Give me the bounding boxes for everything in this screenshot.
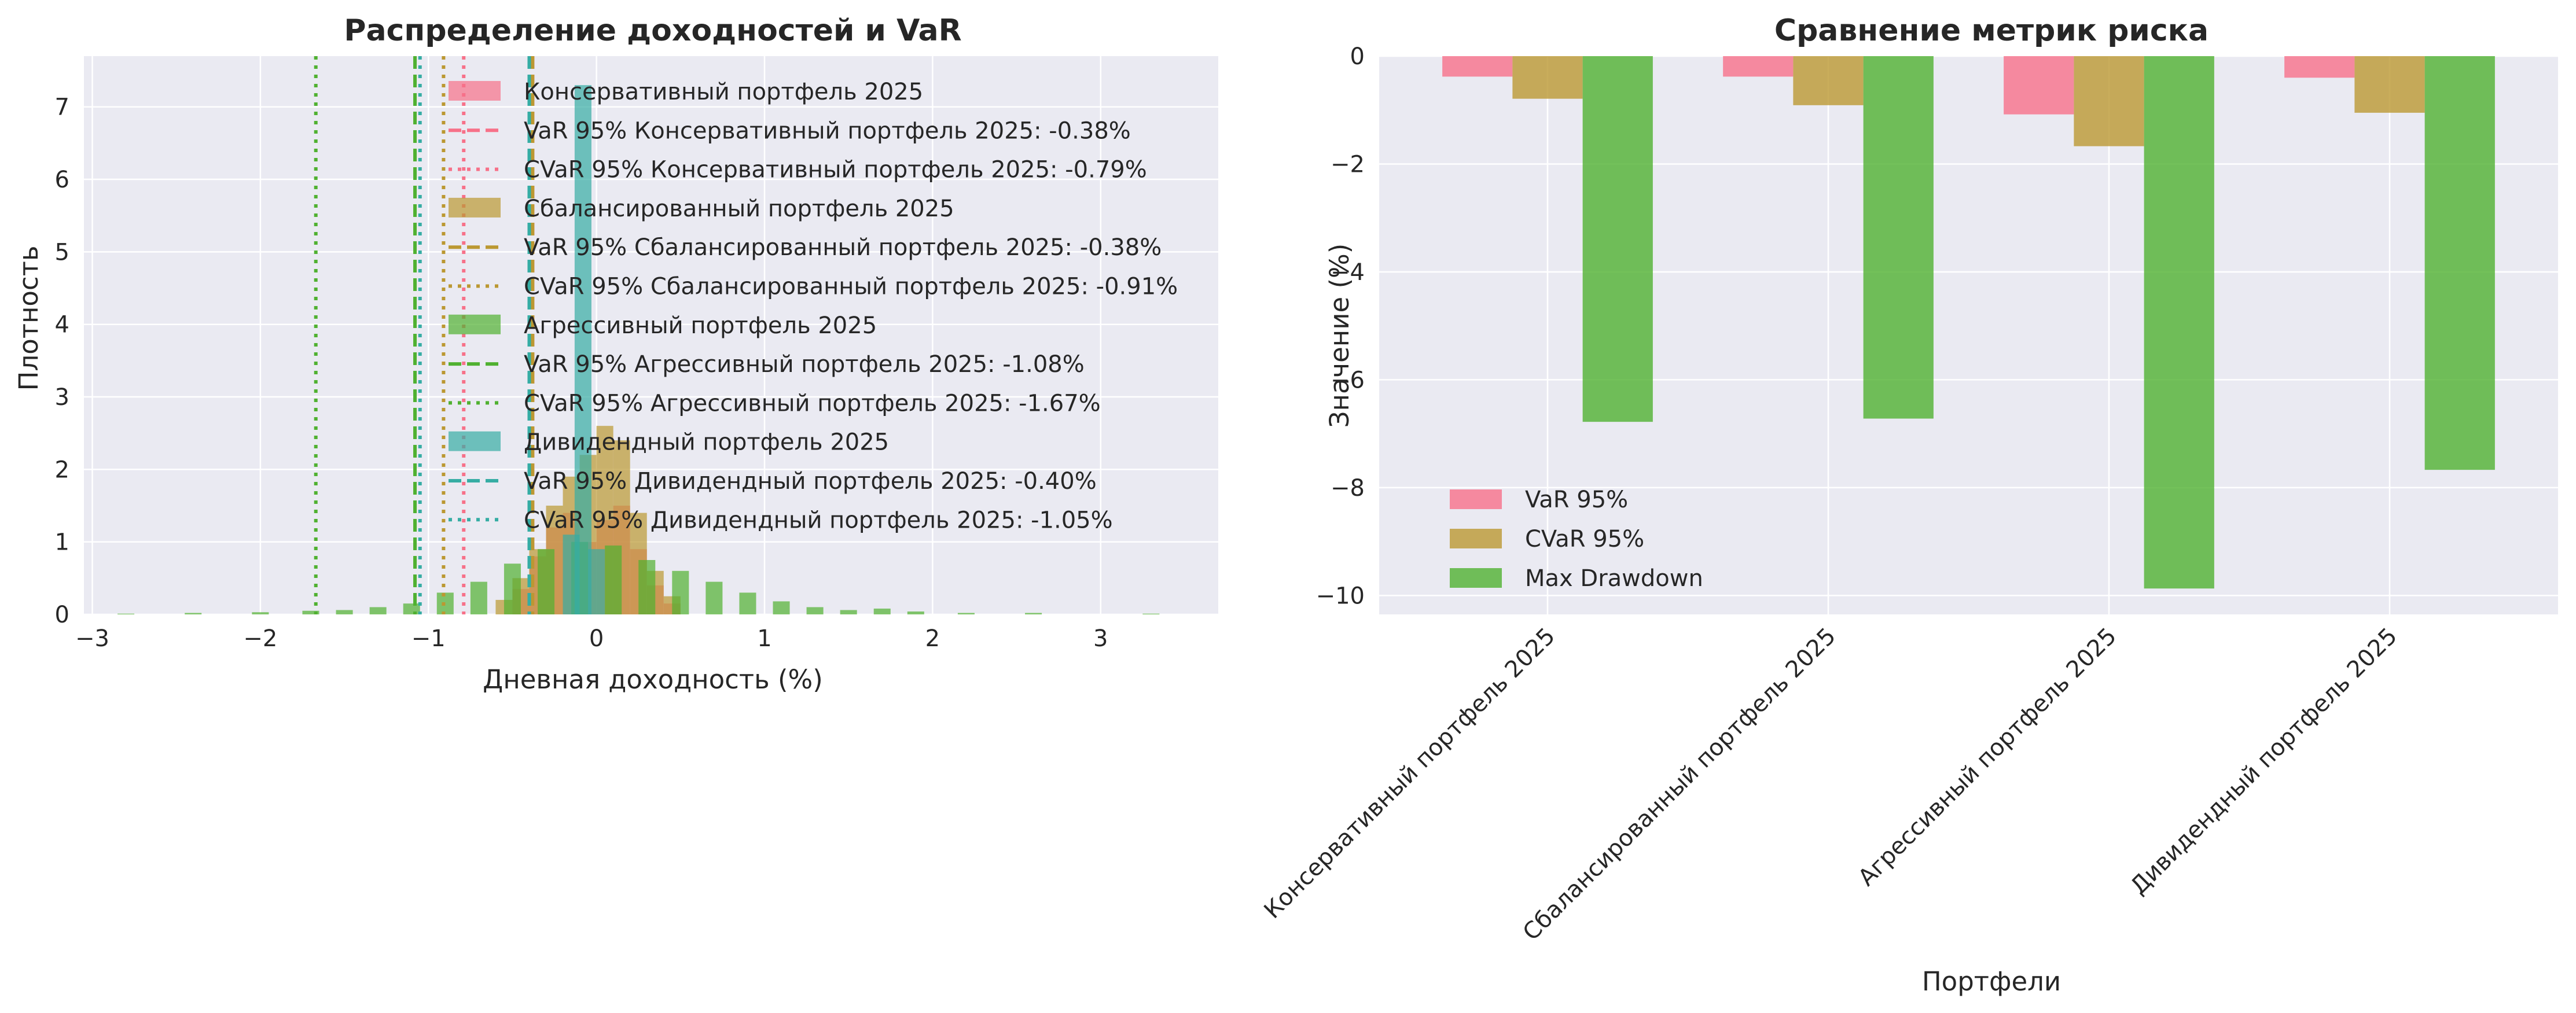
var-cvar-lines: [314, 56, 535, 614]
legend-swatch-patch: [1450, 489, 1502, 509]
bar-chart-title: Сравнение метрик риска: [1774, 13, 2208, 48]
legend-swatch-patch: [449, 431, 501, 451]
bar-marks: [1442, 56, 2495, 589]
histogram-bar: [1025, 613, 1042, 614]
bar-y-tick-label: −4: [1331, 259, 1365, 286]
legend-label: Сбалансированный портфель 2025: [524, 196, 954, 222]
histogram-bar: [957, 613, 975, 614]
histogram-bar: [403, 603, 420, 614]
histogram-bar: [252, 612, 269, 614]
histogram-bar: [302, 610, 319, 614]
bar: [2354, 56, 2425, 113]
bar: [1723, 56, 1794, 77]
histogram-y-axis-label: Плотность: [13, 246, 44, 391]
histogram-x-ticks: −3 −2 −1 0 1 2 3: [75, 625, 1108, 652]
legend-label: Агрессивный портфель 2025: [524, 312, 877, 339]
legend-label: VaR 95% Агрессивный портфель 2025: -1.08…: [524, 351, 1085, 378]
bar-y-axis-label: Значение (%): [1324, 244, 1355, 428]
legend-label: VaR 95%: [1525, 487, 1628, 513]
histogram-x-axis-label: Дневная доходность (%): [483, 664, 823, 695]
histogram-y-tick-label: 6: [55, 167, 69, 193]
histogram-bar: [638, 560, 656, 614]
bar: [1582, 56, 1653, 422]
histogram-bar: [907, 611, 924, 614]
histogram-bar: [574, 85, 591, 614]
bar-y-ticks: 0 −2 −4 −6 −8 −10: [1316, 43, 1365, 609]
legend-label: CVaR 95% Дивидендный портфель 2025: -1.0…: [524, 507, 1113, 533]
histogram-bar: [672, 570, 689, 614]
bar: [2144, 56, 2214, 589]
histogram-bar: [840, 610, 857, 614]
bar: [1793, 56, 1864, 105]
histogram-y-ticks: 0 1 2 3 4 5 6 7: [55, 94, 69, 628]
legend-label: CVaR 95% Агрессивный портфель 2025: -1.6…: [524, 390, 1101, 417]
bar: [2004, 56, 2074, 115]
histogram-x-tick-label: 2: [925, 625, 940, 652]
histogram-y-tick-label: 4: [55, 312, 69, 338]
bar-x-axis-label: Портфели: [1922, 966, 2061, 997]
histogram-bar: [773, 601, 790, 614]
histogram-x-tick-label: 1: [757, 625, 771, 652]
histogram-bars: [117, 85, 1160, 614]
bar-legend: VaR 95% CVaR 95% Max Drawdown: [1450, 487, 1703, 592]
bar: [2074, 56, 2144, 146]
histogram-bar: [705, 581, 723, 614]
histogram-y-tick-label: 7: [55, 94, 69, 121]
bar: [2424, 56, 2495, 470]
histogram-bar: [739, 592, 756, 614]
histogram-y-tick-label: 2: [55, 456, 69, 483]
legend-label: Max Drawdown: [1525, 565, 1703, 592]
histogram-x-tick-label: −2: [243, 625, 277, 652]
histogram-bar: [470, 581, 487, 614]
histogram-x-tick-label: 0: [589, 625, 604, 652]
bar: [1863, 56, 1934, 419]
histogram-bar: [873, 608, 891, 614]
legend-label: CVaR 95% Сбалансированный портфель 2025:…: [524, 274, 1178, 300]
bar: [1512, 56, 1583, 99]
histogram-y-tick-label: 1: [55, 529, 69, 556]
bar: [1442, 56, 1513, 77]
histogram-bar: [369, 607, 387, 614]
bar-y-tick-label: −6: [1331, 367, 1365, 393]
histogram-x-tick-label: −3: [75, 625, 109, 652]
legend-swatch-patch: [449, 197, 501, 218]
bar: [2284, 56, 2355, 78]
legend-swatch-patch: [1450, 568, 1502, 588]
histogram-bar: [605, 545, 622, 614]
legend-label: Дивидендный портфель 2025: [524, 429, 889, 456]
histogram-bar: [504, 563, 521, 614]
legend-label: CVaR 95% Консервативный портфель 2025: -…: [524, 157, 1147, 183]
histogram-bar: [336, 610, 353, 614]
bar-y-tick-label: 0: [1350, 43, 1365, 70]
legend-label: Консервативный портфель 2025: [524, 79, 923, 105]
legend-swatch-patch: [449, 314, 501, 334]
legend-swatch-patch: [1450, 529, 1502, 548]
bar-plot-area: [1379, 56, 2558, 614]
histogram-legend: Консервативный портфель 2025 VaR 95% Конс…: [449, 79, 1178, 533]
histogram-y-tick-label: 3: [55, 384, 69, 411]
histogram-y-tick-label: 5: [55, 239, 69, 266]
legend-label: VaR 95% Дивидендный портфель 2025: -0.40…: [524, 468, 1097, 495]
histogram-y-tick-label: 0: [55, 602, 69, 628]
histogram-title: Распределение доходностей и VaR: [344, 13, 961, 48]
histogram-bar: [806, 607, 824, 614]
bar-y-tick-label: −10: [1316, 583, 1365, 609]
histogram-x-tick-label: −1: [411, 625, 446, 652]
histogram-bar: [185, 613, 202, 614]
histogram-x-tick-label: 3: [1093, 625, 1108, 652]
legend-swatch-patch: [449, 81, 501, 101]
legend-label: VaR 95% Сбалансированный портфель 2025: …: [524, 234, 1162, 261]
histogram-bar: [563, 535, 580, 614]
bar-y-tick-label: −2: [1331, 151, 1365, 178]
bar-y-tick-label: −8: [1331, 475, 1365, 502]
histogram-bar: [538, 549, 555, 614]
histogram-panel: −3 −2 −1 0 1 2 3 0 1 2 3 4 5 6 7 Распределение доходн…: [13, 13, 1218, 695]
legend-label: VaR 95% Консервативный портфель 2025: -0…: [524, 117, 1131, 144]
histogram-bar: [588, 549, 605, 614]
histogram-plot-area: [84, 56, 1218, 614]
legend-label: CVaR 95%: [1525, 526, 1644, 552]
